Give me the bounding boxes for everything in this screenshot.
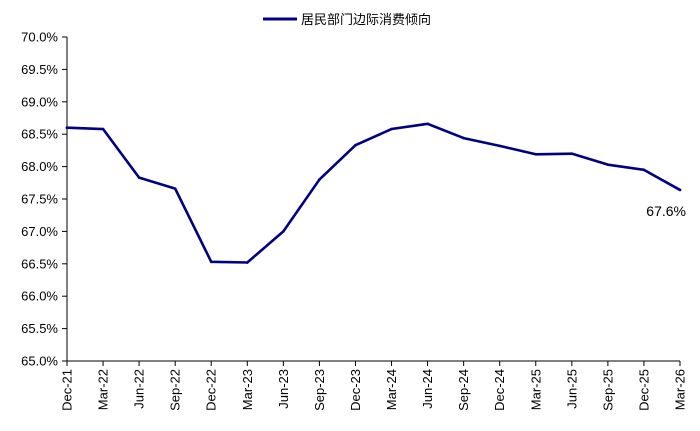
data-point — [245, 261, 249, 264]
y-tick-label: 67.0% — [21, 224, 58, 239]
y-tick-label: 68.5% — [21, 127, 58, 142]
y-tick-label: 70.0% — [21, 30, 58, 45]
x-tick-label: Mar-25 — [528, 369, 543, 410]
data-point — [606, 163, 610, 166]
data-point — [354, 143, 357, 147]
data-point — [390, 127, 393, 131]
data-point — [462, 136, 465, 140]
x-tick-label: Jun-23 — [276, 369, 291, 409]
data-point — [642, 168, 646, 172]
x-tick-label: Dec-21 — [60, 369, 75, 411]
x-tick-label: Jun-25 — [564, 369, 579, 409]
y-tick-label: 65.0% — [21, 354, 58, 369]
data-point — [678, 188, 682, 192]
x-tick-label: Jun-22 — [132, 369, 147, 409]
y-tick-label: 66.0% — [21, 289, 58, 304]
x-tick-label: Dec-25 — [636, 369, 651, 411]
legend: 居民部门边际消费倾向 — [263, 12, 431, 28]
x-tick-label: Dec-23 — [348, 369, 363, 411]
x-axis: Dec-21 Mar-22 Jun-22 Sep-22 Dec-22 Mar-23 Jun-… — [60, 360, 688, 411]
data-point — [137, 176, 141, 179]
data-point — [65, 126, 69, 130]
x-tick-label: Mar-22 — [96, 369, 111, 410]
data-label: 67.6% — [646, 203, 686, 219]
x-tick-label: Jun-24 — [420, 369, 435, 409]
data-point — [209, 260, 213, 264]
y-axis: 65.0% 65.5% 66.0% 66.5% 67.0% 67.5% 68.0% 68.5%… — [21, 30, 68, 369]
x-tick-label: Mar-26 — [673, 369, 688, 410]
x-tick-label: Sep-23 — [312, 369, 327, 411]
data-point — [282, 230, 285, 233]
data-labels: 67.6% — [646, 203, 686, 219]
y-tick-label: 68.0% — [21, 159, 58, 174]
y-tick-label: 66.5% — [21, 256, 58, 271]
y-tick-label: 69.0% — [21, 94, 58, 109]
y-tick-label: 69.5% — [21, 62, 58, 77]
data-point — [318, 178, 321, 181]
x-tick-label: Sep-25 — [600, 369, 615, 411]
plot-area — [65, 122, 682, 264]
data-point — [498, 144, 502, 148]
x-tick-label: Mar-24 — [384, 369, 399, 410]
x-tick-label: Dec-24 — [492, 369, 507, 411]
data-point — [570, 152, 574, 155]
data-point — [101, 127, 105, 131]
x-tick-label: Mar-23 — [240, 369, 255, 410]
data-point — [534, 152, 538, 156]
x-tick-label: Sep-24 — [456, 369, 471, 411]
x-tick-label: Sep-22 — [168, 369, 183, 411]
y-tick-label: 65.5% — [21, 321, 58, 336]
legend-label: 居民部门边际消费倾向 — [301, 12, 431, 28]
x-tick-label: Dec-22 — [204, 369, 219, 411]
data-point — [173, 187, 177, 190]
data-point — [426, 122, 429, 126]
series-line — [65, 122, 682, 264]
y-tick-label: 67.5% — [21, 192, 58, 207]
